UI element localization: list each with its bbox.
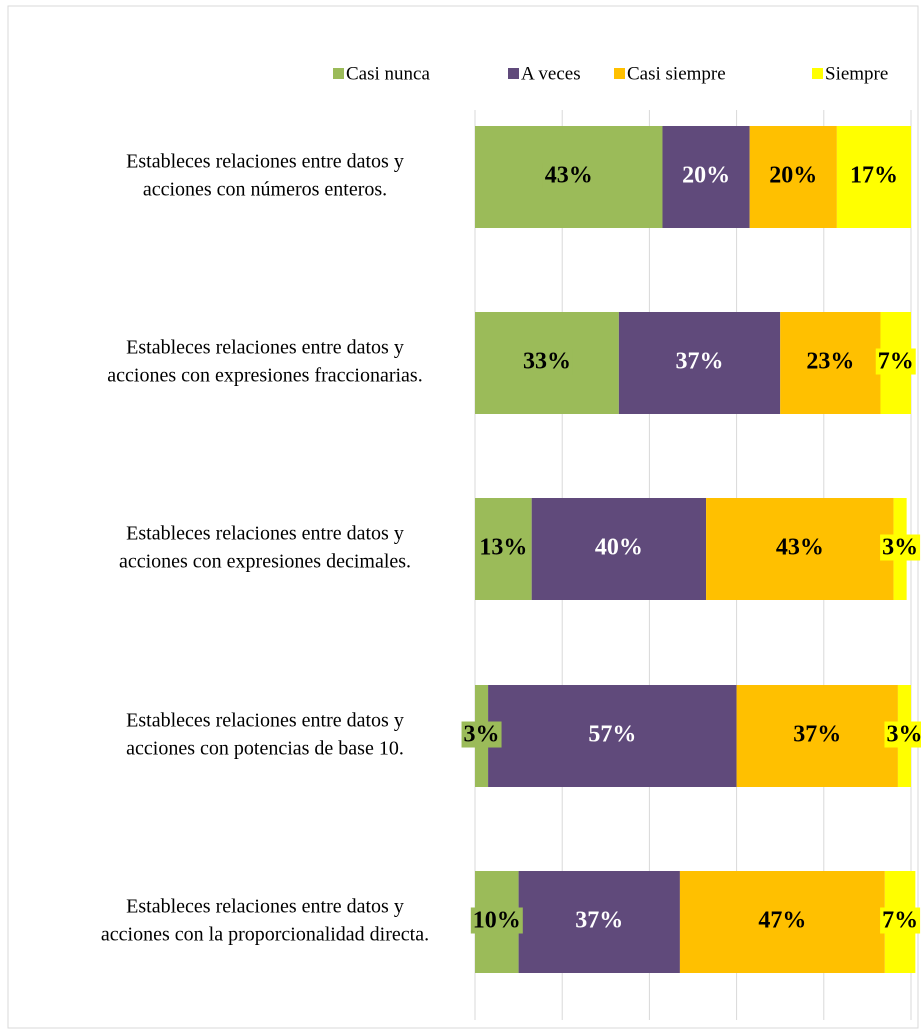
bar-segment: [618, 312, 781, 414]
data-label-box: [542, 162, 595, 189]
bar-segment: [662, 126, 750, 228]
legend-label: A veces: [521, 63, 581, 84]
data-label-box: [880, 534, 921, 561]
data-label: 20%: [682, 163, 730, 189]
data-label-box: [773, 534, 826, 561]
legend-swatch: [333, 68, 344, 79]
data-label-box: [461, 721, 502, 748]
category-label: Estableces relaciones entre datos y: [126, 151, 404, 173]
bar-segment: [518, 871, 680, 973]
data-label-box: [804, 348, 857, 375]
data-label: 3%: [464, 722, 500, 748]
legend-label: Siempre: [825, 63, 888, 84]
data-label: 7%: [882, 908, 918, 934]
data-label: 37%: [793, 722, 841, 748]
data-label-box: [884, 721, 921, 748]
data-label: 43%: [776, 535, 824, 561]
data-label: 40%: [595, 535, 643, 561]
bar-segment: [488, 685, 737, 787]
data-label: 7%: [878, 349, 914, 375]
category-label: acciones con potencias de base 10.: [126, 738, 404, 760]
legend-swatch: [508, 68, 519, 79]
data-label: 20%: [769, 163, 817, 189]
data-label-box: [875, 348, 916, 375]
data-label: 33%: [523, 349, 571, 375]
category-label: acciones con números enteros.: [143, 179, 387, 201]
category-label: Estableces relaciones entre datos y: [126, 896, 404, 918]
data-label-box: [470, 907, 523, 934]
data-label-box: [847, 162, 900, 189]
category-label: acciones con expresiones decimales.: [119, 551, 411, 573]
data-label-box: [767, 162, 820, 189]
data-label-box: [477, 534, 530, 561]
category-label: acciones con expresiones fraccionarias.: [107, 365, 422, 387]
bar-segment: [531, 498, 707, 600]
legend-swatch: [614, 68, 625, 79]
category-label: Estableces relaciones entre datos y: [126, 523, 404, 545]
data-label: 57%: [588, 722, 636, 748]
data-label: 37%: [575, 908, 623, 934]
data-label-box: [520, 348, 573, 375]
category-label: Estableces relaciones entre datos y: [126, 337, 404, 359]
legend-swatch: [812, 68, 823, 79]
data-label: 47%: [758, 908, 806, 934]
data-label: 3%: [882, 535, 918, 561]
data-label: 10%: [473, 908, 521, 934]
category-label: acciones con la proporcionalidad directa…: [101, 924, 429, 946]
data-label: 37%: [676, 349, 724, 375]
data-label: 13%: [479, 535, 527, 561]
legend-label: Casi siempre: [627, 63, 726, 84]
category-label: Estableces relaciones entre datos y: [126, 710, 404, 732]
data-label: 3%: [886, 722, 921, 748]
data-label: 17%: [850, 163, 898, 189]
data-label-box: [880, 907, 921, 934]
legend-label: Casi nunca: [346, 63, 430, 84]
data-label-box: [756, 907, 809, 934]
data-label: 43%: [545, 163, 593, 189]
data-label-box: [791, 721, 844, 748]
data-label: 23%: [806, 349, 854, 375]
